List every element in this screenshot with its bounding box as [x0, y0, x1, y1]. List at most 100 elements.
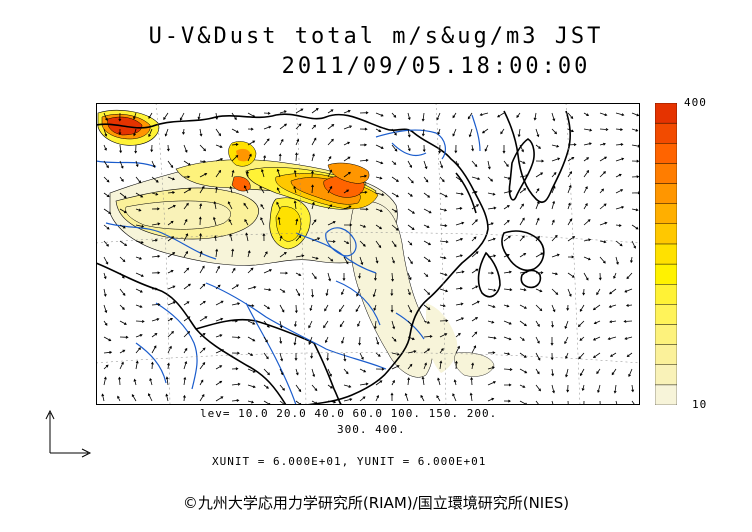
- wind-arrow: [311, 184, 314, 194]
- wind-arrow: [118, 112, 122, 122]
- wind-arrow: [279, 235, 283, 242]
- wind-arrow: [147, 393, 153, 402]
- wind-arrow: [625, 303, 633, 307]
- wind-arrow: [567, 112, 574, 119]
- wind-arrow: [247, 336, 256, 342]
- dust-map: [95, 102, 641, 410]
- wind-arrow: [535, 320, 540, 327]
- wind-arrow: [199, 250, 203, 258]
- wind-arrow: [615, 128, 624, 131]
- wind-arrow: [613, 272, 617, 279]
- colorbar-swatch: [654, 384, 678, 406]
- wind-arrow: [631, 175, 640, 179]
- wind-arrow: [183, 330, 191, 338]
- wind-arrow: [183, 301, 190, 306]
- wind-arrow: [279, 251, 287, 258]
- axis-indicator-icon: [40, 405, 100, 469]
- wind-arrow: [324, 304, 329, 312]
- wind-arrow: [260, 203, 265, 210]
- wind-arrow: [213, 201, 217, 210]
- wind-arrow: [103, 288, 107, 297]
- wind-arrow: [215, 144, 223, 148]
- wind-arrow: [615, 205, 625, 210]
- wind-arrow: [359, 158, 369, 162]
- wind-arrow: [391, 208, 398, 213]
- wind-arrow: [231, 154, 239, 162]
- wind-arrow: [439, 224, 448, 228]
- wind-arrow: [325, 288, 329, 297]
- wind-arrow: [487, 397, 495, 402]
- wind-arrow: [421, 128, 425, 137]
- wind-arrow: [391, 128, 397, 136]
- colorbar-swatch: [654, 143, 678, 164]
- wind-arrow: [423, 272, 429, 278]
- wind-arrow: [423, 256, 431, 263]
- wind-arrow: [279, 320, 283, 329]
- wind-arrow: [519, 188, 527, 194]
- wind-arrow: [615, 189, 624, 194]
- wind-arrow: [247, 112, 256, 118]
- wind-arrow: [551, 288, 559, 295]
- wind-arrow: [390, 304, 394, 313]
- wind-arrow: [212, 216, 217, 226]
- wind-arrow: [455, 221, 465, 226]
- wind-arrow: [343, 256, 349, 265]
- wind-vectors: [101, 108, 641, 410]
- wind-arrow: [199, 160, 207, 164]
- wind-arrow: [166, 362, 170, 370]
- wind-arrow: [375, 144, 384, 149]
- wind-arrow: [101, 393, 105, 402]
- wind-arrow: [567, 143, 577, 147]
- wind-arrow: [133, 378, 137, 386]
- wind-arrow: [455, 302, 464, 306]
- wind-arrow: [231, 382, 241, 386]
- wind-arrow: [294, 304, 298, 314]
- wind-arrow: [199, 379, 204, 386]
- wind-arrow: [135, 256, 143, 260]
- wind-arrow: [592, 304, 601, 311]
- wind-arrow: [613, 384, 617, 394]
- wind-arrow: [231, 335, 241, 339]
- wind-arrow: [439, 240, 449, 244]
- wind-arrow: [439, 319, 449, 323]
- wind-arrow: [596, 288, 601, 296]
- wind-arrow: [407, 256, 413, 265]
- wind-arrow: [183, 160, 191, 166]
- wind-arrow: [135, 288, 143, 293]
- wind-arrow: [359, 207, 369, 211]
- wind-arrow: [199, 233, 203, 242]
- wind-arrow: [182, 128, 186, 135]
- wind-arrow: [263, 320, 270, 328]
- wind-arrow: [179, 112, 185, 121]
- wind-arrow: [503, 383, 512, 387]
- wind-arrow: [343, 189, 350, 194]
- wind-arrow: [311, 219, 317, 226]
- wind-arrow: [182, 394, 186, 402]
- wind-arrow: [359, 224, 367, 228]
- wind-arrow: [599, 156, 608, 162]
- wind-arrow: [608, 304, 617, 308]
- wind-arrow: [519, 336, 525, 341]
- wind-arrow: [551, 200, 556, 210]
- wind-arrow: [423, 176, 429, 183]
- wind-arrow: [311, 108, 319, 114]
- wind-arrow: [309, 304, 313, 312]
- wind-arrow: [375, 208, 383, 213]
- wind-arrow: [567, 218, 572, 226]
- wind-arrow: [167, 301, 176, 306]
- wind-arrow: [519, 217, 525, 226]
- wind-arrow: [391, 240, 397, 248]
- wind-arrow: [535, 128, 540, 138]
- wind-arrow: [551, 185, 556, 194]
- wind-arrow: [439, 272, 448, 276]
- wind-arrow: [609, 352, 617, 357]
- wind-arrow: [484, 144, 489, 152]
- wind-arrow: [487, 254, 497, 258]
- wind-arrow: [455, 206, 463, 210]
- wind-arrow: [407, 144, 411, 152]
- wind-arrow: [567, 171, 573, 178]
- wind-arrow: [311, 272, 317, 280]
- wind-arrow: [423, 240, 432, 246]
- wind-arrow: [535, 304, 543, 312]
- wind-arrow: [150, 361, 154, 370]
